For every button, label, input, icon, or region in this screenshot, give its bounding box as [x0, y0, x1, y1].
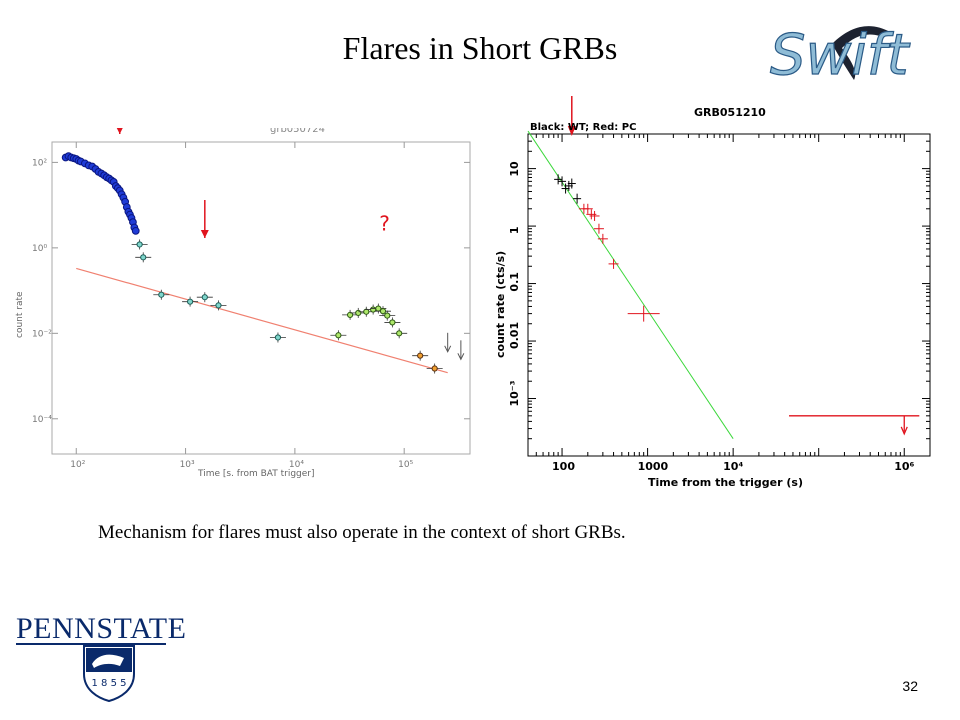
chart1-data-point [363, 308, 370, 315]
chart1-question-mark: ? [379, 212, 390, 236]
penn-state-logo-text: PENNSTATE [16, 612, 187, 645]
chart1-data-point [355, 309, 362, 317]
chart1-xtick-label: 10³ [180, 460, 195, 470]
chart1-data-point [431, 365, 438, 372]
chart1-data-point [335, 332, 342, 339]
chart2-xtick-label: 10⁶ [894, 460, 914, 473]
chart1-ytick-label: 10² [32, 158, 47, 168]
chart2-subtitle: Black: WT; Red: PC [530, 122, 636, 133]
penn-state-year: 1 8 5 5 [92, 678, 127, 689]
chart2-ytick-label: 10⁻³ [508, 380, 521, 406]
chart2-title: GRB051210 [694, 106, 766, 119]
chart1-data-point [384, 312, 391, 319]
chart1-data-point [370, 306, 377, 313]
chart1-data-point [131, 226, 140, 235]
chart1-data-point [379, 308, 387, 315]
chart1-data-point [201, 294, 208, 301]
chart2-fit-line [527, 130, 734, 439]
chart2-ytick-label: 0.01 [508, 322, 521, 349]
slide-caption: Mechanism for flares must also operate i… [98, 522, 626, 543]
slide-title: Flares in Short GRBs [342, 30, 618, 66]
chart2-ylabel: count rate (cts/s) [494, 251, 507, 358]
chart1-data-point [417, 352, 424, 359]
swift-logo-text: Swift [770, 23, 911, 86]
chart1-ytick-label: 10⁻² [32, 329, 52, 339]
swift-logo: Swift [769, 22, 911, 86]
chart1-title: grb050724 [270, 128, 325, 135]
chart-grb051210: 100 1000 10⁴ 10⁶ 10 1 0.1 0.01 10⁻³ GRB051210 Bl… [494, 96, 931, 489]
chart1-data-point [346, 311, 354, 318]
chart2-ytick-label: 10 [508, 161, 521, 177]
chart1-ylabel: count rate [15, 291, 25, 338]
chart1-xtick-label: 10⁵ [398, 460, 413, 470]
red-arrow-head [116, 128, 123, 134]
chart1-data-point [396, 330, 403, 337]
chart1-xtick-label: 10⁴ [289, 460, 304, 470]
chart2-xtick-label: 100 [552, 460, 575, 473]
chart2-ytick-label: 0.1 [508, 272, 521, 292]
red-arrow-head [200, 230, 209, 238]
chart1-fit-line [76, 267, 448, 374]
chart1-data-point [274, 334, 282, 341]
chart1-upper-limit-arrow [444, 345, 452, 353]
chart1-upper-limit-arrow [457, 353, 465, 361]
chart2-ytick-label: 1 [508, 226, 521, 234]
chart1-data-point [186, 298, 194, 305]
chart1-ytick-label: 10⁻⁴ [32, 415, 52, 425]
chart1-data-point [140, 254, 147, 261]
chart2-xtick-label: 1000 [638, 460, 669, 473]
chart1-data-point [136, 241, 143, 248]
chart1-xlabel: Time [s. from BAT trigger] [197, 469, 315, 478]
chart1-data-point [389, 319, 396, 326]
chart2-frame [527, 133, 931, 457]
chart1-frame [51, 141, 471, 455]
chart1-ytick-label: 10⁰ [32, 244, 47, 254]
penn-state-shield-icon: 1 8 5 5 [83, 645, 135, 702]
chart2-xlabel: Time from the trigger (s) [648, 476, 803, 489]
chart1-xtick-label: 10² [70, 460, 85, 470]
penn-state-logo-rule [16, 643, 166, 645]
chart1-data-point [215, 302, 222, 309]
chart1-data-point [158, 291, 165, 298]
red-arrow-head [567, 126, 576, 136]
chart2-upper-limit-arrow [900, 426, 908, 436]
page-number: 32 [902, 678, 918, 694]
chart2-xtick-label: 10⁴ [723, 460, 743, 473]
chart-grb050724: 10² 10³ 10⁴ 10⁵ 10² 10⁰ 10⁻² 10⁻⁴ grb050724 Tim… [15, 128, 471, 478]
